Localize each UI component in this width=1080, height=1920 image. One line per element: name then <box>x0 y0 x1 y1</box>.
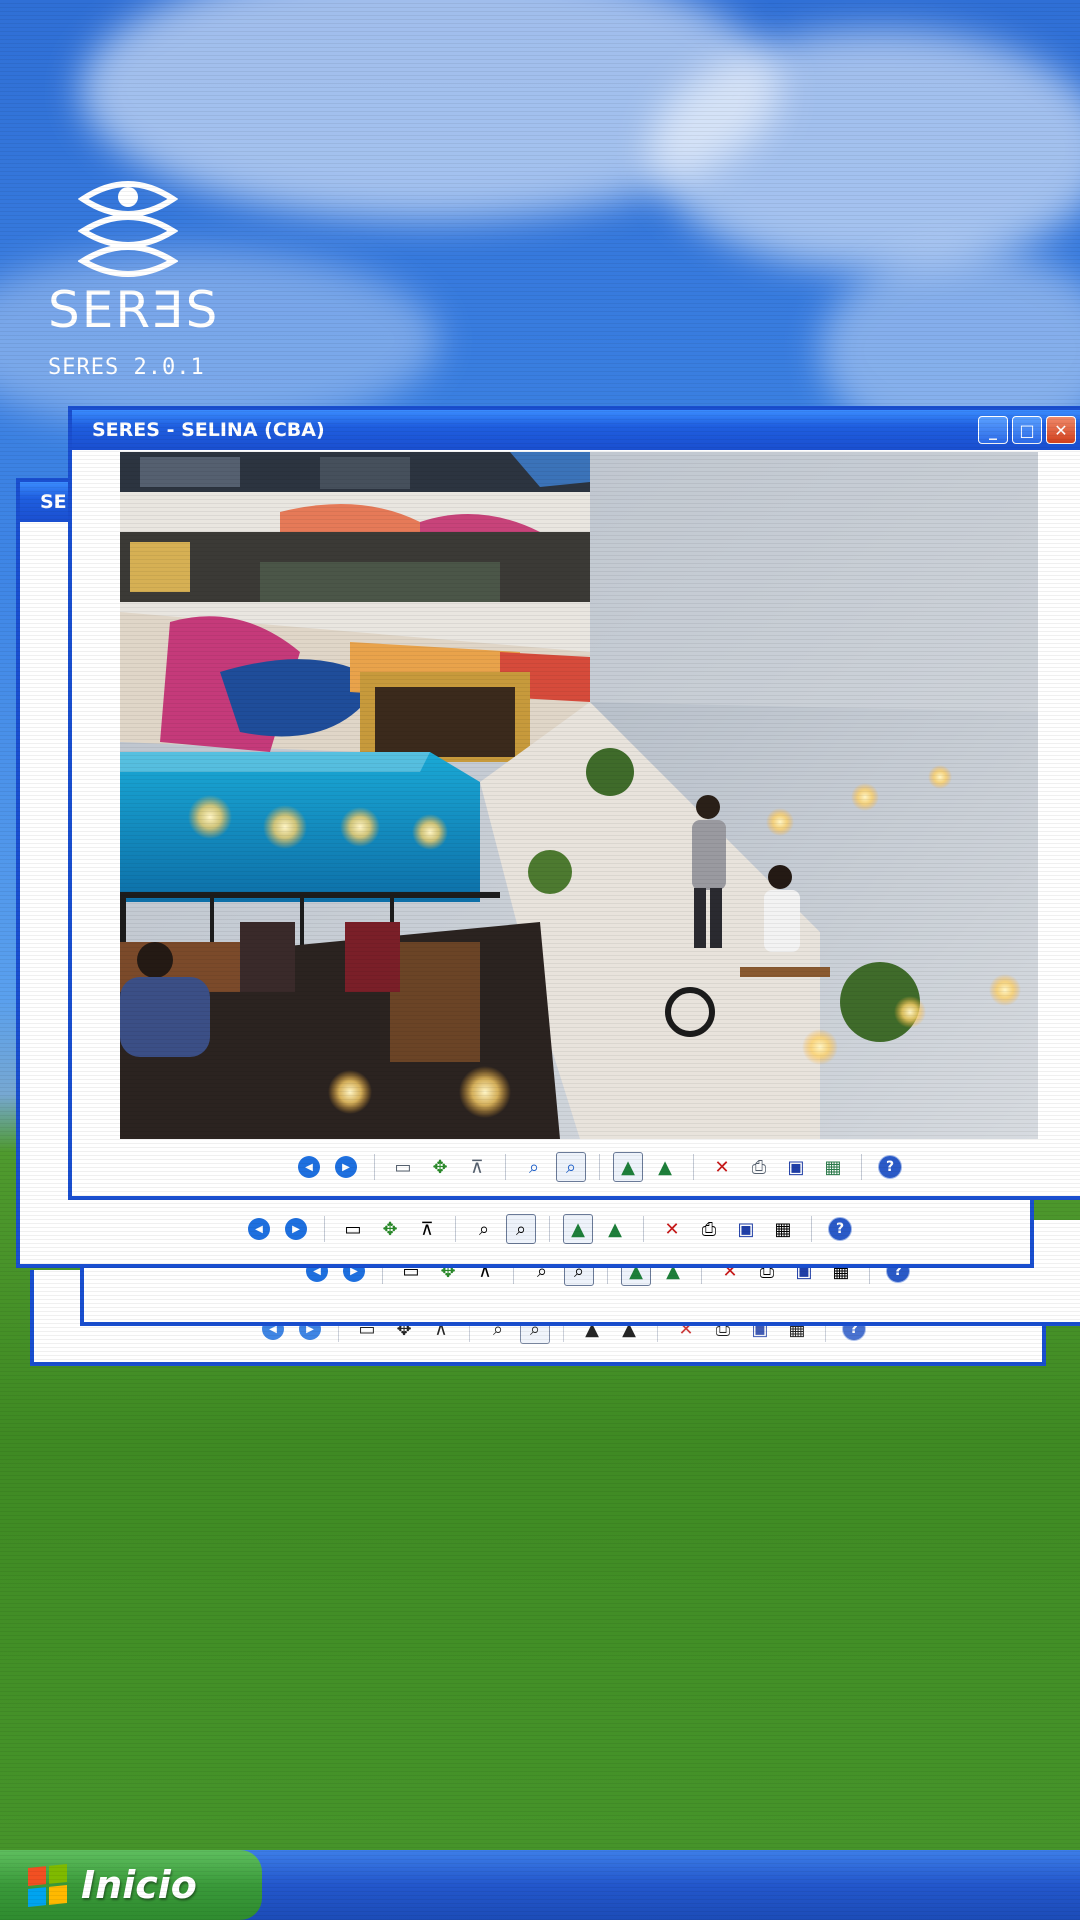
toolbar-separator <box>693 1154 694 1180</box>
previous-icon: ◀ <box>298 1156 320 1178</box>
next-icon: ▶ <box>335 1156 357 1178</box>
viewer-toolbar: ◀ ▶ ▭ ✥ ⊼ ⌕ ⌕ ▲ ▲ ✕ ⎙ ▣ ▦ ? <box>294 1152 905 1182</box>
minimize-button[interactable]: _ <box>978 416 1008 444</box>
previous-image-button[interactable]: ◀ <box>294 1152 324 1182</box>
app-version: SERES 2.0.1 <box>48 355 205 380</box>
toolbar-separator <box>374 1154 375 1180</box>
seres-logo[interactable]: SERƎS SERES 2.0.1 <box>48 175 218 380</box>
courtyard-pool-image <box>120 452 1038 1139</box>
toolbar-separator <box>861 1154 862 1180</box>
start-button[interactable]: Inicio <box>0 1850 262 1920</box>
edit-icon[interactable]: ▦ <box>824 1156 842 1178</box>
zoom-out-icon[interactable]: ⌕ <box>556 1152 586 1182</box>
print-icon[interactable]: ⎙ <box>751 1156 767 1178</box>
help-icon: ? <box>878 1155 902 1179</box>
image-viewer-window[interactable]: SERES - SELINA (CBA) _ □ ✕ <box>68 406 1080 1200</box>
actual-size-icon[interactable]: ✥ <box>432 1156 448 1178</box>
rotate-clockwise-icon[interactable]: ▲ <box>613 1152 643 1182</box>
displayed-photo <box>120 452 1038 1139</box>
zoom-in-icon[interactable]: ⌕ <box>528 1156 540 1178</box>
close-button[interactable]: ✕ <box>1046 416 1076 444</box>
string-lights <box>188 765 1021 1118</box>
logo-wordmark: SERƎS <box>48 281 220 339</box>
window-back-1-title: SE <box>40 491 67 513</box>
delete-icon[interactable]: ✕ <box>714 1156 730 1178</box>
window-titlebar[interactable]: SERES - SELINA (CBA) _ □ ✕ <box>72 410 1080 450</box>
taskbar: Inicio <box>0 1850 1080 1920</box>
toolbar-separator <box>505 1154 506 1180</box>
save-icon[interactable]: ▣ <box>787 1156 805 1178</box>
toolbar-separator <box>599 1154 600 1180</box>
rotate-counterclockwise-icon[interactable]: ▲ <box>658 1156 672 1178</box>
start-label: Inicio <box>81 1863 197 1907</box>
slideshow-icon[interactable]: ⊼ <box>470 1156 484 1178</box>
window-title: SERES - SELINA (CBA) <box>92 419 325 441</box>
toolbar-back-1: ◀ ▶ ▭ ✥ ⊼ ⌕ ⌕ ▲ ▲ ✕ ⎙ ▣ ▦ ? <box>244 1214 855 1244</box>
best-fit-icon[interactable]: ▭ <box>394 1156 412 1178</box>
windows-flag-icon <box>28 1863 67 1907</box>
next-image-button[interactable]: ▶ <box>331 1152 361 1182</box>
seres-eye-icon <box>78 181 178 277</box>
help-button[interactable]: ? <box>875 1152 905 1182</box>
maximize-button[interactable]: □ <box>1012 416 1042 444</box>
